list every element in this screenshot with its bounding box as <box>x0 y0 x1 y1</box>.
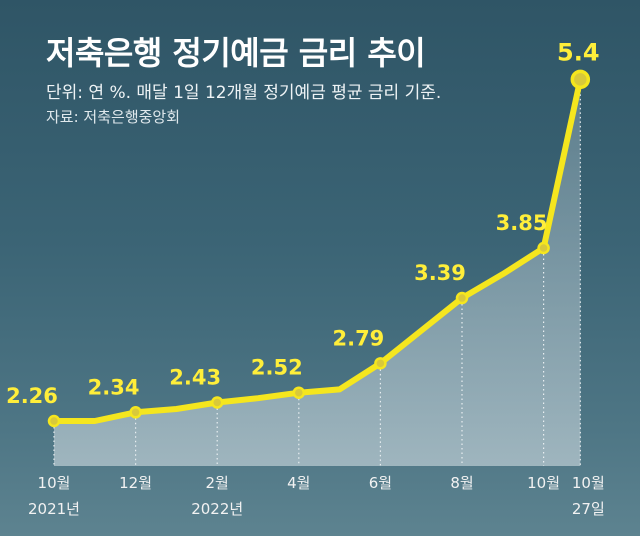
value-label-2: 2.34 <box>88 375 140 399</box>
x-tick-label-8-0: 6월 <box>369 474 392 492</box>
data-point-10 <box>455 291 469 305</box>
data-point-4 <box>210 396 224 409</box>
x-tick-label-13-1: 27일 <box>572 500 605 518</box>
value-label-12: 3.85 <box>496 211 548 235</box>
x-tick-label-4-1: 2022년 <box>191 500 243 518</box>
chart-title: 저축은행 정기예금 금리 추이 <box>46 34 426 72</box>
data-point-6 <box>292 386 306 399</box>
x-tick-label-6-0: 4월 <box>287 474 310 492</box>
value-label-0: 2.26 <box>6 384 58 408</box>
x-tick-label-12-0: 10월 <box>527 474 560 492</box>
series-line <box>51 76 584 424</box>
data-point-8 <box>374 357 387 370</box>
x-tick-label-13-0: 10월 <box>572 474 605 492</box>
data-point-0 <box>47 414 61 428</box>
data-point-12 <box>537 241 550 255</box>
data-point-2 <box>129 406 142 419</box>
value-label-4: 2.43 <box>169 366 221 390</box>
value-label-6: 2.52 <box>251 356 303 380</box>
x-tick-label-2-0: 12월 <box>119 474 152 492</box>
x-tick-label-10-0: 8월 <box>450 474 473 492</box>
x-tick-label-4-0: 2월 <box>206 474 229 492</box>
value-label-10: 3.39 <box>414 261 466 285</box>
data-point-13 <box>570 69 591 90</box>
area-fill <box>54 79 581 467</box>
x-tick-label-0-1: 2021년 <box>28 500 80 518</box>
source-note: 자료: 저축은행중앙회 <box>46 108 181 126</box>
value-label-8: 2.79 <box>332 326 384 350</box>
x-tick-label-0-0: 10월 <box>38 474 71 492</box>
value-label-13: 5.4 <box>557 38 600 66</box>
unit-note: 단위: 연 %. 매달 1일 12개월 정기예금 평균 금리 기준. <box>46 83 442 103</box>
chart-header: 저축은행 정기예금 금리 추이 단위: 연 %. 매달 1일 12개월 정기예금… <box>0 0 640 140</box>
